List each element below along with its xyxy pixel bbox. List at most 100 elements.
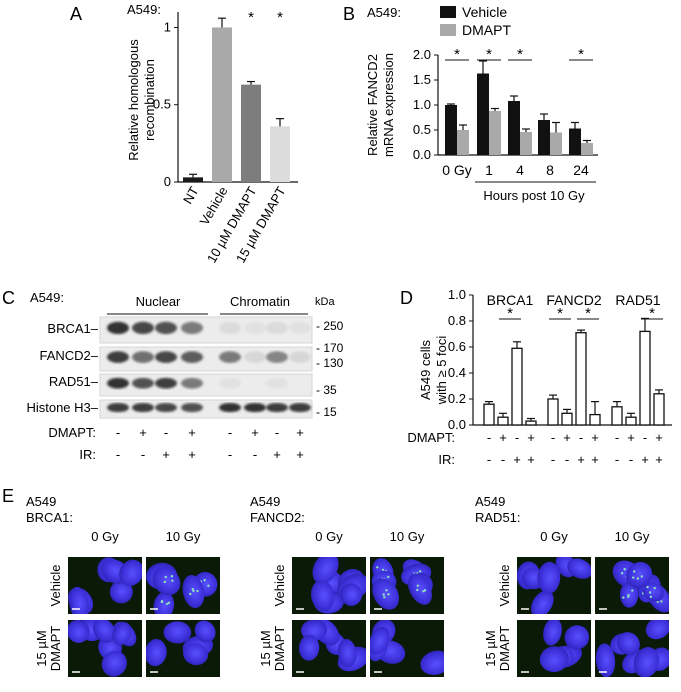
panel-a-ylabel-2: recombination: [142, 59, 157, 141]
c-dmapt-sign-6: -: [275, 425, 279, 440]
e-micrograph-1-0-0: [311, 557, 366, 614]
panel-e-letter: E: [2, 486, 14, 506]
d-bar-2-0: [611, 406, 623, 426]
e-nucleus: [337, 638, 357, 668]
d-group-label-0: BRCA1: [487, 292, 534, 308]
d-bar-1-2: [575, 332, 587, 426]
d-bar-0-1: [497, 416, 509, 426]
b-category-label-4: 24: [573, 162, 589, 178]
c-dmapt-label: DMAPT:: [48, 425, 96, 440]
b-bar-0-1: [477, 73, 489, 155]
a-bar-1: [212, 27, 232, 183]
d-ir-sign-0-3: +: [527, 452, 535, 467]
b-bar-0-2: [508, 101, 520, 155]
e-focus: [620, 571, 624, 575]
a-bar-3: [270, 126, 290, 182]
a-bar-0: [183, 177, 203, 182]
e-focus: [632, 576, 635, 579]
c-dmapt-sign-1: +: [139, 425, 147, 440]
d-ir-sign-2-0: -: [615, 452, 619, 467]
blot-band-3-5: [244, 402, 266, 413]
b-bar-1-2: [520, 132, 532, 155]
blot-band-3-0: [107, 402, 129, 413]
e-focus: [623, 568, 626, 571]
b-category-label-3: 8: [546, 162, 554, 178]
blot-band-0-1: [132, 321, 154, 335]
e-focus: [376, 566, 379, 569]
c-ir-sign-1: -: [141, 447, 145, 462]
b-category-label-0: 0 Gy: [442, 162, 472, 178]
e-nucleus: [298, 634, 320, 661]
d-ir-sign-1-3: +: [591, 452, 599, 467]
blot-band-1-2: [155, 351, 177, 363]
e-nucleus: [372, 578, 400, 610]
marker-label-0: - 250: [316, 319, 344, 333]
panel-a-cell-line: A549:: [127, 2, 161, 17]
d-ir-sign-2-2: +: [641, 452, 649, 467]
e-micrograph-2-0-0: [517, 557, 591, 614]
e-micrograph-0-1-1: [146, 620, 216, 667]
e-nucleus: [183, 643, 209, 666]
c-ir-sign-3: +: [188, 447, 196, 462]
e-focus: [164, 575, 167, 579]
e-focus: [387, 593, 390, 596]
e-focus: [385, 589, 388, 592]
e-micrograph-2-0-1: [612, 560, 669, 613]
e-nucleus: [101, 650, 127, 677]
e-nucleus: [567, 558, 591, 579]
d-bar-0-0: [483, 403, 495, 426]
c-dmapt-sign-3: +: [188, 425, 196, 440]
e-micrograph-1-1-1: [370, 620, 444, 675]
e-micrograph-2-1-0: [539, 620, 590, 672]
panel-d-letter: D: [400, 288, 413, 308]
blot-band-0-0: [107, 321, 129, 335]
d-ir-label: IR:: [438, 452, 455, 467]
d-dmapt-sign-1-0: -: [551, 430, 555, 445]
e-block-title-2: A549: [475, 494, 505, 509]
d-dmapt-sign-2-1: +: [627, 430, 635, 445]
legend-swatch-dmapt: [440, 24, 456, 36]
e-nucleus: [119, 559, 142, 586]
c-dmapt-sign-0: -: [116, 425, 120, 440]
e-row-label-vehicle-0: Vehicle: [48, 565, 63, 607]
protein-label-3: Histone H3–: [26, 400, 98, 415]
d-dmapt-sign-0-2: -: [515, 430, 519, 445]
b-bar-0-3: [538, 120, 550, 155]
panel-c-letter: C: [2, 288, 15, 308]
western-blot-labels: BRCA1– FANCD2– RAD51– Histone H3– - 250 - 170…: [26, 319, 343, 462]
b-y-tick-label: 0.0: [413, 147, 431, 162]
protein-label-0: BRCA1–: [47, 321, 98, 336]
e-row-label-dmapt2-1: DMAPT: [272, 626, 287, 672]
d-y-tick-label: 0.8: [448, 313, 466, 328]
a-y-tick-label: 0: [164, 174, 171, 189]
b-significance-1: *: [486, 46, 492, 63]
e-nucleus: [311, 580, 335, 612]
e-micrograph-0-0-0: [68, 557, 142, 614]
e-focus: [633, 570, 636, 573]
b-bar-0-4: [569, 128, 581, 155]
e-nucleus: [420, 650, 444, 675]
d-dmapt-label: DMAPT:: [407, 430, 455, 445]
panel-b-letter: B: [343, 4, 355, 24]
d-ir-sign-1-0: -: [551, 452, 555, 467]
e-focus: [649, 595, 653, 599]
protein-label-2: RAD51–: [49, 374, 99, 389]
panel-a: A A549: Relative homologous recombinatio…: [70, 2, 298, 266]
e-nucleus: [163, 621, 192, 644]
b-bar-1-3: [550, 132, 562, 155]
d-ir-sign-0-1: -: [501, 452, 505, 467]
blot-band-1-6: [266, 351, 288, 363]
a-significance-2: *: [248, 9, 254, 26]
e-nucleus: [537, 561, 561, 594]
blot-band-3-1: [132, 402, 154, 413]
e-nucleus: [68, 620, 90, 643]
e-focus: [381, 568, 385, 572]
panel-b-xlabel: Hours post 10 Gy: [483, 188, 585, 203]
e-nucleus: [152, 567, 181, 596]
e-focus: [189, 592, 192, 596]
d-bar-2-2: [639, 330, 651, 426]
a-y-tick-label: 1: [164, 19, 171, 34]
